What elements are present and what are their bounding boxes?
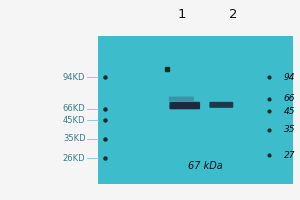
FancyBboxPatch shape [169, 102, 200, 109]
Text: 66KD: 66KD [63, 104, 85, 113]
Text: 67 kDa: 67 kDa [188, 161, 223, 171]
Text: 1: 1 [177, 7, 186, 21]
Bar [98, 36, 292, 184]
Text: 45: 45 [284, 107, 295, 116]
FancyBboxPatch shape [169, 97, 194, 101]
Text: 35KD: 35KD [63, 134, 86, 143]
Text: 66: 66 [284, 94, 295, 103]
Text: 94: 94 [284, 73, 295, 82]
Text: 45KD: 45KD [63, 116, 86, 125]
FancyBboxPatch shape [209, 102, 233, 108]
Text: 35: 35 [284, 125, 295, 134]
Text: 26KD: 26KD [63, 154, 86, 163]
Text: 2: 2 [229, 7, 237, 21]
Text: 94KD: 94KD [63, 73, 86, 82]
Text: 27: 27 [284, 151, 295, 160]
